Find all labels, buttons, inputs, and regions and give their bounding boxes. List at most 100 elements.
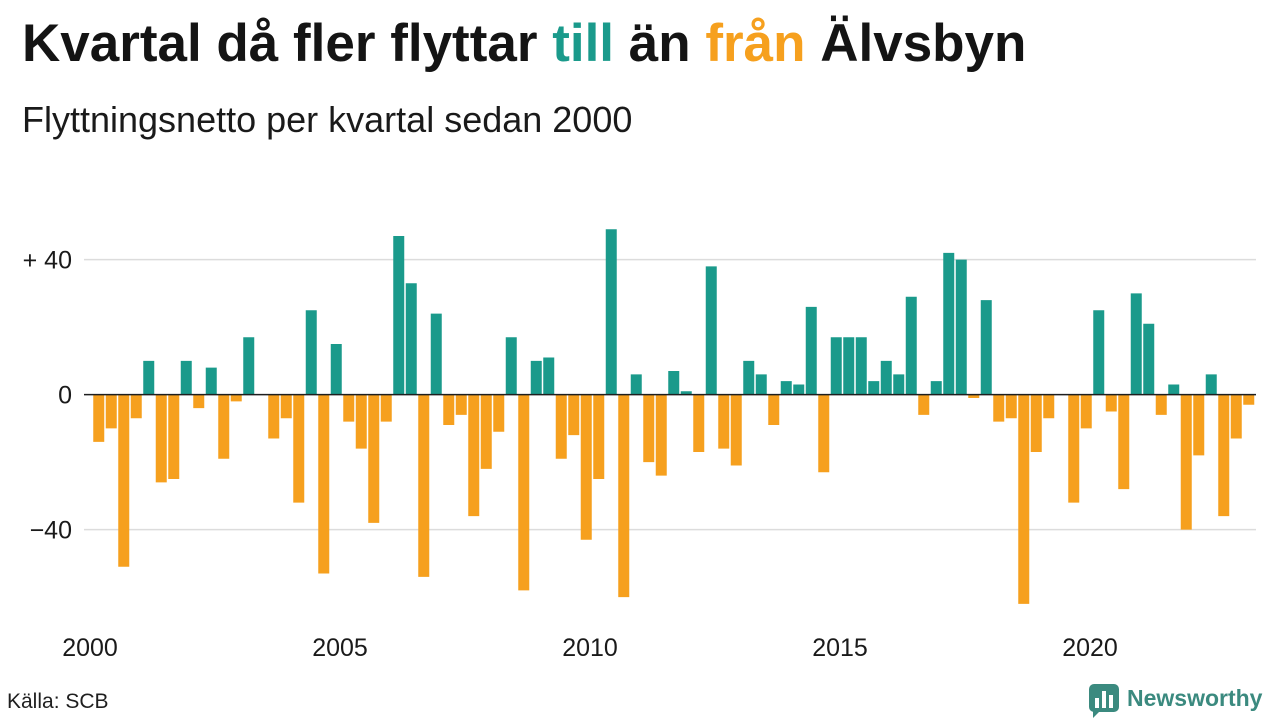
bar-2000q2 — [105, 394, 117, 429]
bar-2005q3 — [368, 394, 380, 523]
bar-2000q1 — [93, 394, 105, 442]
title-text-middle: än — [628, 14, 691, 73]
bar-2004q2 — [305, 310, 317, 395]
y-axis-labels: + 40 0 −40 — [23, 246, 72, 544]
x-tick-label-2020: 2020 — [1062, 634, 1118, 662]
bar-2006q2 — [405, 283, 417, 395]
bar-2012q4 — [730, 394, 742, 466]
bar-2011q3 — [668, 371, 680, 395]
bar-2021q2 — [1155, 394, 1167, 415]
gridlines — [84, 258, 1256, 531]
bar-2009q2 — [555, 394, 567, 459]
bar-2012q3 — [718, 394, 730, 449]
bar-2019q1 — [1043, 394, 1055, 419]
bar-2019q3 — [1068, 394, 1080, 503]
bar-2005q1 — [343, 394, 355, 422]
title-text-end: Älvsbyn — [820, 14, 1027, 73]
bar-2020q1 — [1093, 310, 1105, 395]
logo-wordmark: Newsworthy — [1127, 685, 1263, 711]
bar-2006q1 — [393, 236, 405, 395]
bar-2014q2 — [805, 306, 817, 395]
bar-2007q1 — [443, 394, 455, 425]
bar-2003q3 — [268, 394, 280, 439]
bar-2003q1 — [243, 337, 255, 395]
bar-2010q2 — [605, 229, 617, 395]
bar-2016q2 — [905, 296, 917, 395]
x-tick-label-2005: 2005 — [312, 634, 368, 662]
bar-2011q1 — [643, 394, 655, 463]
bar-2020q3 — [1118, 394, 1130, 490]
y-tick-label-minus-40: −40 — [30, 516, 72, 544]
bar-2007q4 — [480, 394, 492, 469]
bar-2006q4 — [430, 313, 442, 395]
bar-2008q2 — [505, 337, 517, 395]
bar-2016q3 — [918, 394, 930, 415]
bar-2020q4 — [1130, 293, 1142, 395]
bar-2000q4 — [130, 394, 142, 419]
bar-2009q4 — [580, 394, 592, 540]
bar-2018q2 — [1005, 394, 1017, 419]
title-highlight-till: till — [552, 14, 615, 73]
bar-2008q3 — [518, 394, 530, 591]
bar-2017q3 — [968, 394, 980, 398]
bars — [93, 229, 1255, 604]
bar-2009q3 — [568, 394, 580, 436]
bar-2020q2 — [1105, 394, 1117, 412]
bar-2022q4 — [1230, 394, 1242, 439]
bar-2007q3 — [468, 394, 480, 517]
bar-2013q4 — [780, 381, 792, 395]
bar-2009q1 — [543, 357, 555, 395]
x-axis-labels: 2000 2005 2010 2015 2020 — [62, 634, 1118, 662]
title-text-start: Kvartal då fler flyttar — [22, 14, 538, 73]
bar-2002q1 — [193, 394, 205, 409]
bar-2019q4 — [1080, 394, 1092, 429]
bar-2017q2 — [955, 259, 967, 395]
bar-2017q1 — [943, 252, 955, 395]
bar-2016q1 — [893, 374, 905, 395]
bar-2007q2 — [455, 394, 467, 415]
bar-2018q1 — [993, 394, 1005, 422]
bar-2011q4 — [680, 391, 692, 395]
bar-2013q1 — [743, 360, 755, 395]
bar-2002q3 — [218, 394, 230, 459]
bar-2022q1 — [1193, 394, 1205, 456]
bar-2008q4 — [530, 360, 542, 395]
chart-title: Kvartal då fler flyttar till än från Älv… — [22, 17, 1026, 70]
newsworthy-logo: Newsworthy — [1088, 683, 1270, 719]
bar-2002q2 — [205, 367, 217, 395]
bar-2018q3 — [1018, 394, 1030, 604]
bar-2004q4 — [330, 344, 342, 395]
bar-2015q3 — [868, 381, 880, 395]
bar-2012q1 — [693, 394, 705, 452]
bar-2015q4 — [880, 360, 892, 395]
bar-2021q4 — [1180, 394, 1192, 530]
bar-2014q3 — [818, 394, 830, 473]
bar-2001q3 — [168, 394, 180, 479]
bar-2010q4 — [630, 374, 642, 395]
y-tick-label-40: + 40 — [23, 246, 72, 274]
bar-2003q4 — [280, 394, 292, 419]
bar-2022q2 — [1205, 374, 1217, 395]
x-tick-label-2010: 2010 — [562, 634, 618, 662]
bar-2015q2 — [855, 337, 867, 395]
x-tick-label-2000: 2000 — [62, 634, 118, 662]
bar-2013q3 — [768, 394, 780, 425]
source-note: Källa: SCB — [7, 690, 109, 713]
bar-2010q3 — [618, 394, 630, 598]
bar-2005q2 — [355, 394, 367, 449]
bar-2010q1 — [593, 394, 605, 479]
y-tick-label-0: 0 — [58, 381, 72, 409]
bar-2001q4 — [180, 360, 192, 395]
bar-2022q3 — [1218, 394, 1230, 517]
bar-2016q4 — [930, 381, 942, 395]
bar-2018q4 — [1030, 394, 1042, 452]
bar-2021q1 — [1143, 323, 1155, 395]
bar-2005q4 — [380, 394, 392, 422]
bar-2006q3 — [418, 394, 430, 577]
bar-2011q2 — [655, 394, 667, 476]
bar-chart-speech-bubble-icon — [1089, 684, 1119, 718]
bar-2002q4 — [230, 394, 242, 402]
bar-2013q2 — [755, 374, 767, 395]
bar-2021q3 — [1168, 384, 1180, 395]
